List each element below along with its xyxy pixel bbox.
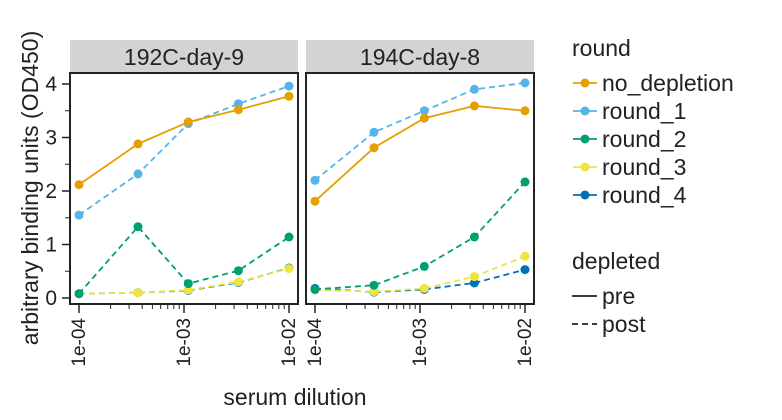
data-point-round_3 xyxy=(284,264,294,274)
facets-layer: 192C-day-9 1e-04 1e-03 1e-02 194C-day-8 1e-04… xyxy=(45,40,536,367)
data-point-round_1 xyxy=(284,81,294,91)
legend-linetype-label: pre xyxy=(602,283,635,309)
x-tick-label: 1e-03 xyxy=(410,318,431,367)
legend-key-point xyxy=(580,162,590,172)
data-point-no_depletion xyxy=(233,105,243,115)
y-tick-label: 0 xyxy=(45,287,57,310)
facet-title: 192C-day-9 xyxy=(124,44,244,70)
x-tick-label: 1e-03 xyxy=(174,318,195,367)
legend-color-title: round xyxy=(572,35,631,61)
data-point-round_3 xyxy=(419,283,429,293)
panel-border xyxy=(69,72,299,305)
data-point-round_3 xyxy=(233,277,243,287)
data-point-round_3 xyxy=(369,287,379,297)
data-point-no_depletion xyxy=(310,196,320,206)
data-point-no_depletion xyxy=(520,106,530,116)
legend-linetype-title: depleted xyxy=(572,248,660,274)
data-point-round_1 xyxy=(520,78,530,88)
data-point-no_depletion xyxy=(183,117,193,127)
facet-title: 194C-day-8 xyxy=(360,44,480,70)
data-point-round_2 xyxy=(369,280,379,290)
data-point-round_2 xyxy=(133,222,143,232)
y-tick-label: 4 xyxy=(45,73,57,96)
data-point-round_2 xyxy=(284,232,294,242)
y-axis-title: arbitrary binding units (OD450) xyxy=(17,31,43,345)
facet-panel-2: 194C-day-8 1e-04 1e-03 1e-02 xyxy=(305,40,536,367)
data-point-round_1 xyxy=(74,210,84,220)
x-tick-label: 1e-04 xyxy=(69,318,90,367)
x-tick-label: 1e-04 xyxy=(305,318,326,367)
x-tick-label: 1e-02 xyxy=(279,318,300,367)
series-line-round_1 xyxy=(314,82,526,181)
data-point-round_1 xyxy=(469,84,479,94)
x-axis-title: serum dilution xyxy=(223,384,366,410)
legend-key-point xyxy=(580,106,590,116)
data-point-round_2 xyxy=(419,261,429,271)
data-point-no_depletion xyxy=(369,143,379,153)
data-point-round_1 xyxy=(419,106,429,116)
facet-strip xyxy=(70,40,298,73)
series-line-round_2 xyxy=(314,181,526,291)
data-point-no_depletion xyxy=(284,91,294,101)
legend-key-point xyxy=(580,134,590,144)
legend-linetype-label: post xyxy=(602,311,646,337)
data-point-round_3 xyxy=(183,285,193,295)
data-point-round_2 xyxy=(74,289,84,299)
data-point-round_4 xyxy=(520,265,530,275)
facet-panel-1: 192C-day-9 1e-04 1e-03 1e-02 xyxy=(69,40,300,367)
legend-label: round_4 xyxy=(602,182,687,208)
data-point-round_2 xyxy=(183,279,193,289)
data-point-round_1 xyxy=(133,169,143,179)
y-axis: 0 1 2 3 4 xyxy=(45,73,70,310)
legend-label: round_2 xyxy=(602,126,686,152)
legend-label: round_1 xyxy=(602,98,686,124)
x-tick-label: 1e-02 xyxy=(515,318,536,367)
legend-key-point xyxy=(580,190,590,200)
legend-key-point xyxy=(580,78,590,88)
data-point-round_1 xyxy=(369,127,379,137)
legend-label: no_depletion xyxy=(602,70,734,96)
data-point-round_1 xyxy=(310,175,320,185)
data-point-round_4 xyxy=(469,278,479,288)
data-point-round_2 xyxy=(233,266,243,276)
y-tick-label: 2 xyxy=(45,180,57,203)
legend: round depleted no_depletionround_1round_… xyxy=(572,35,734,337)
data-point-round_3 xyxy=(133,288,143,298)
y-tick-label: 3 xyxy=(45,127,57,150)
series-line-no_depletion xyxy=(78,95,290,186)
legend-label: round_3 xyxy=(602,154,686,180)
data-point-round_3 xyxy=(469,272,479,282)
data-point-no_depletion xyxy=(419,113,429,123)
data-point-no_depletion xyxy=(133,139,143,149)
data-point-no_depletion xyxy=(469,101,479,111)
data-point-round_2 xyxy=(520,177,530,187)
y-tick-label: 1 xyxy=(45,234,57,257)
data-point-no_depletion xyxy=(74,180,84,190)
data-point-round_3 xyxy=(520,251,530,261)
data-point-round_2 xyxy=(310,284,320,294)
facet-strip xyxy=(306,40,534,73)
data-point-round_2 xyxy=(469,232,479,242)
